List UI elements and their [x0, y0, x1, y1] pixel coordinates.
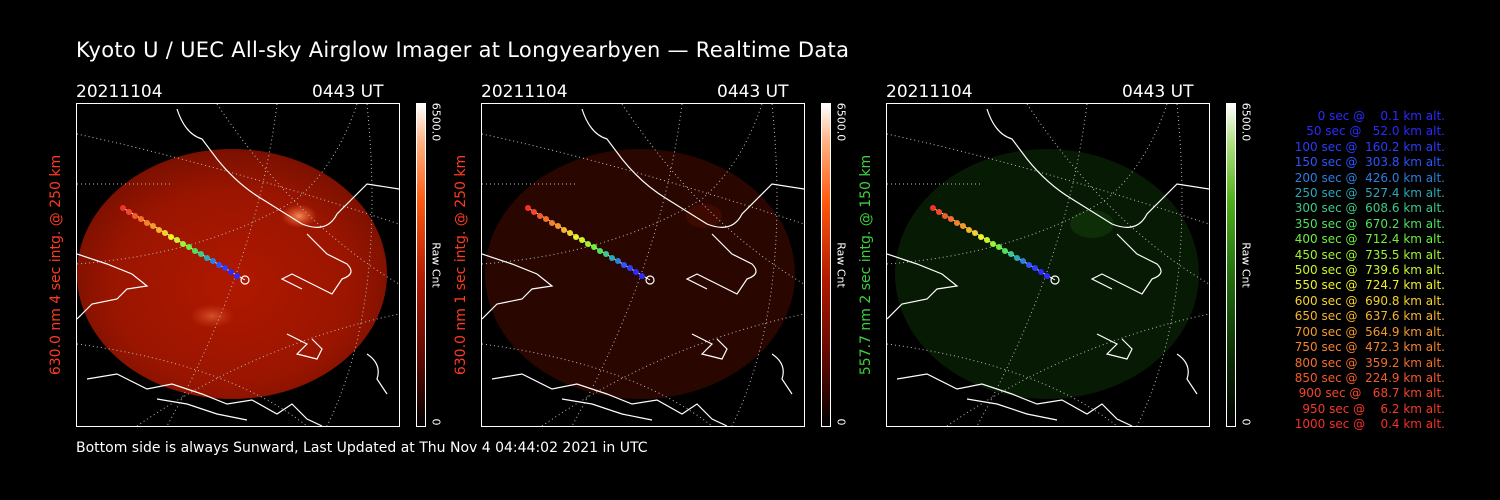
- allsky-image-frame: [481, 103, 805, 427]
- legend-row: 250 sec @ 527.4 km alt.: [1290, 186, 1445, 201]
- coastline: [482, 108, 804, 426]
- legend-row: 650 sec @ 637.6 km alt.: [1290, 309, 1445, 324]
- legend-row: 800 sec @ 359.2 km alt.: [1290, 355, 1445, 370]
- panel-time: 0443 UT: [717, 82, 789, 102]
- allsky-image: [887, 104, 1209, 426]
- colorbar-min: 0: [429, 418, 443, 426]
- legend-row: 300 sec @ 608.6 km alt.: [1290, 201, 1445, 216]
- legend-row: 750 sec @ 472.3 km alt.: [1290, 340, 1445, 355]
- allsky-image: [77, 104, 399, 426]
- airglow-panel-557-2s: 20211104 0443 UT: [858, 82, 1286, 432]
- time-altitude-legend: 0 sec @ 0.1 km alt. 50 sec @ 52.0 km alt…: [1255, 109, 1445, 433]
- wavelength-label: 557.7 nm 2 sec intg. @ 150 km: [858, 154, 874, 376]
- colorbar-unit: Raw Cnt: [834, 242, 848, 288]
- panel-time: 0443 UT: [1122, 82, 1194, 102]
- allsky-image-frame: [886, 103, 1210, 427]
- legend-row: 50 sec @ 52.0 km alt.: [1298, 124, 1445, 139]
- legend-row: 0 sec @ 0.1 km alt.: [1306, 109, 1445, 123]
- legend-row: 450 sec @ 735.5 km alt.: [1290, 247, 1445, 262]
- colorbar: [1226, 103, 1236, 427]
- panel-date: 20211104: [481, 82, 568, 102]
- airglow-panel-630-1s: 20211104 0443 UT: [453, 82, 881, 432]
- legend-row: 850 sec @ 224.9 km alt.: [1290, 370, 1445, 385]
- legend-row: 500 sec @ 739.6 km alt.: [1290, 263, 1445, 278]
- allsky-image: [482, 104, 804, 426]
- legend-row: 200 sec @ 426.0 km alt.: [1290, 170, 1445, 185]
- geo-grid: [482, 104, 804, 426]
- colorbar-max: 6500.0: [834, 102, 848, 142]
- legend-row: 400 sec @ 712.4 km alt.: [1290, 232, 1445, 247]
- geo-grid: [77, 104, 399, 426]
- bright-patch: [281, 204, 317, 228]
- legend-row: 700 sec @ 564.9 km alt.: [1290, 324, 1445, 339]
- legend-row: 550 sec @ 724.7 km alt.: [1290, 278, 1445, 293]
- bright-patch: [686, 204, 722, 228]
- allsky-image-frame: [76, 103, 400, 427]
- panel-date: 20211104: [76, 82, 163, 102]
- legend-row: 150 sec @ 303.8 km alt.: [1290, 155, 1445, 170]
- wavelength-label: 630.0 nm 4 sec intg. @ 250 km: [48, 154, 64, 376]
- wavelength-label: 630.0 nm 1 sec intg. @ 250 km: [453, 154, 469, 376]
- coastline: [77, 108, 399, 426]
- geo-grid: [887, 104, 1209, 426]
- bright-patch: [1070, 210, 1114, 238]
- legend-row: 100 sec @ 160.2 km alt.: [1290, 139, 1445, 154]
- colorbar-max: 6500.0: [429, 102, 443, 142]
- airglow-panel-630-4s: 20211104 0443 UT: [48, 82, 476, 432]
- satellite-track: [930, 205, 1060, 285]
- colorbar-max: 6500.0: [1239, 102, 1253, 142]
- panel-time: 0443 UT: [312, 82, 384, 102]
- colorbar-unit: Raw Cnt: [429, 242, 443, 288]
- panel-date: 20211104: [886, 82, 973, 102]
- legend-row: 350 sec @ 670.2 km alt.: [1290, 216, 1445, 231]
- legend-row: 1000 sec @ 0.4 km alt.: [1294, 417, 1445, 432]
- page-title: Kyoto U / UEC All-sky Airglow Imager at …: [76, 38, 850, 62]
- legend-row: 950 sec @ 6.2 km alt.: [1298, 401, 1445, 416]
- coastline: [887, 108, 1209, 426]
- colorbar-min: 0: [1239, 418, 1253, 426]
- satellite-track: [120, 205, 250, 285]
- colorbar-unit: Raw Cnt: [1239, 242, 1253, 288]
- bright-patch: [190, 304, 234, 328]
- legend-row: 600 sec @ 690.8 km alt.: [1290, 293, 1445, 308]
- colorbar: [821, 103, 831, 427]
- satellite-track: [525, 205, 655, 285]
- colorbar: [416, 103, 426, 427]
- legend-row: 900 sec @ 68.7 km alt.: [1294, 386, 1445, 401]
- footer-note: Bottom side is always Sunward, Last Upda…: [76, 440, 648, 456]
- colorbar-min: 0: [834, 418, 848, 426]
